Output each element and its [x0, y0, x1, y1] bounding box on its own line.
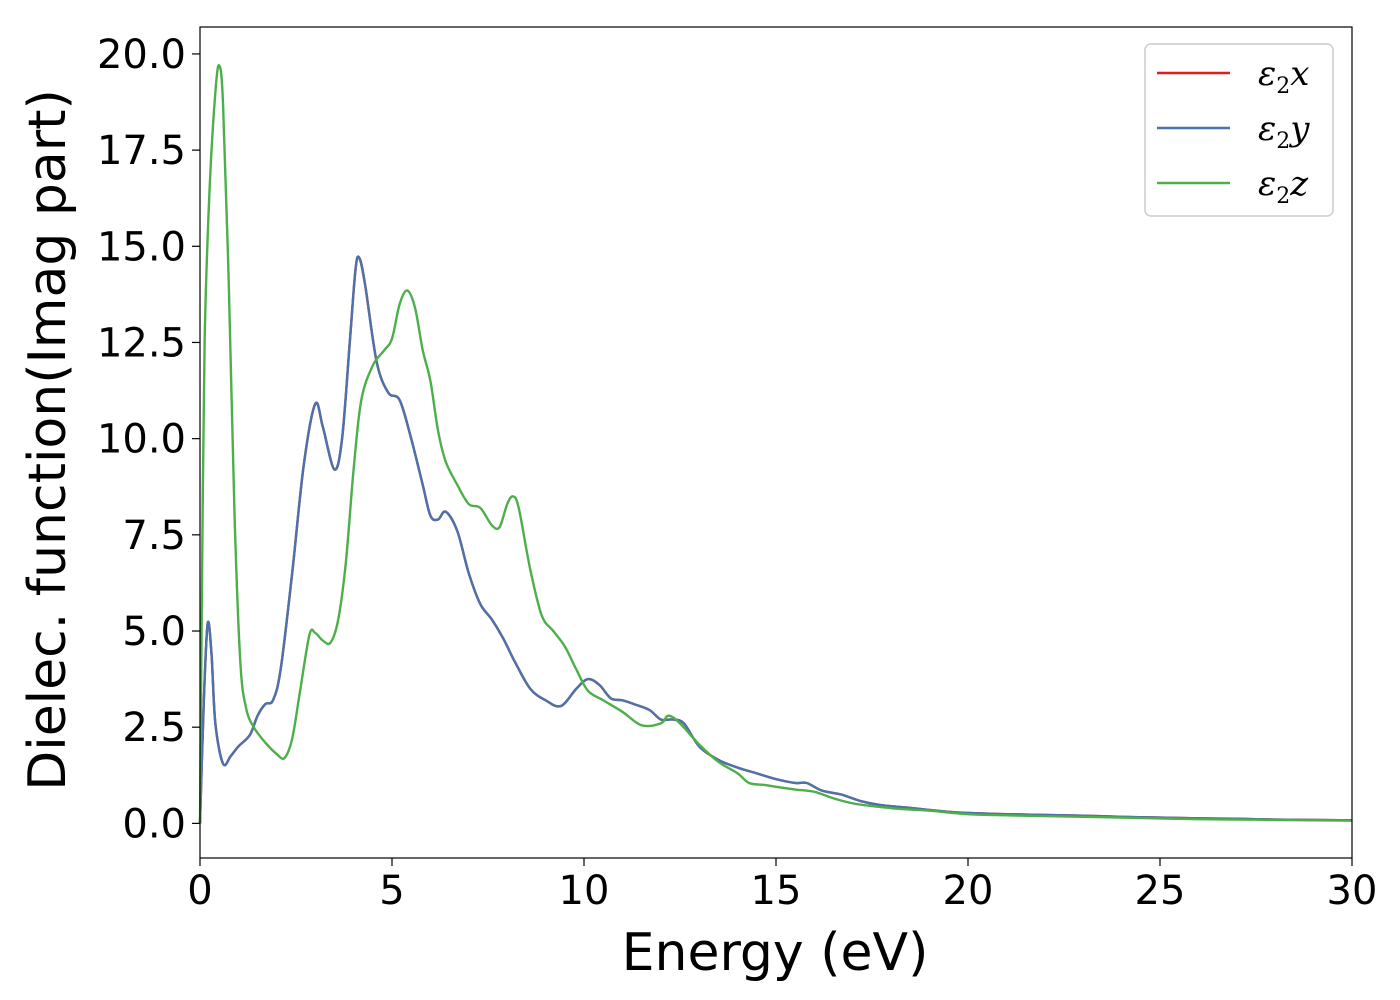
x-tick-label: 15 — [751, 868, 802, 914]
x-tick-label: 5 — [379, 868, 404, 914]
y-axis-ticks: 0.0 2.5 5.0 7.5 10.0 12.5 15.0 17.5 20.0 — [97, 32, 200, 847]
y-tick-label: 20.0 — [97, 32, 186, 78]
x-tick-label: 30 — [1327, 868, 1378, 914]
plot-lines — [198, 64, 1353, 824]
x-axis-label: Energy (eV) — [622, 923, 929, 983]
y-tick-label: 7.5 — [122, 513, 186, 559]
y-tick-label: 12.5 — [97, 320, 186, 366]
y-tick-label: 0.0 — [122, 801, 186, 847]
x-tick-label: 20 — [943, 868, 994, 914]
legend-label-x: ε2x — [1258, 54, 1309, 99]
series-line-y — [198, 255, 1353, 824]
legend-label-y: ε2y — [1258, 109, 1310, 154]
y-tick-label: 10.0 — [97, 417, 186, 463]
y-tick-label: 15.0 — [97, 224, 186, 270]
y-axis-label: Dielec. function(Imag part) — [18, 89, 78, 791]
y-tick-label: 17.5 — [97, 128, 186, 174]
series-line-z — [198, 64, 1353, 824]
y-tick-label: 2.5 — [122, 705, 186, 751]
x-tick-label: 25 — [1135, 868, 1186, 914]
x-axis-ticks: 0 5 10 15 20 25 30 — [187, 858, 1377, 914]
legend-label-z: ε2z — [1258, 164, 1309, 209]
legend-box — [1144, 43, 1334, 217]
y-tick-label: 5.0 — [122, 609, 186, 655]
legend: ε2x ε2y ε2z — [1144, 43, 1334, 217]
x-tick-label: 0 — [187, 868, 212, 914]
x-tick-label: 10 — [559, 868, 610, 914]
